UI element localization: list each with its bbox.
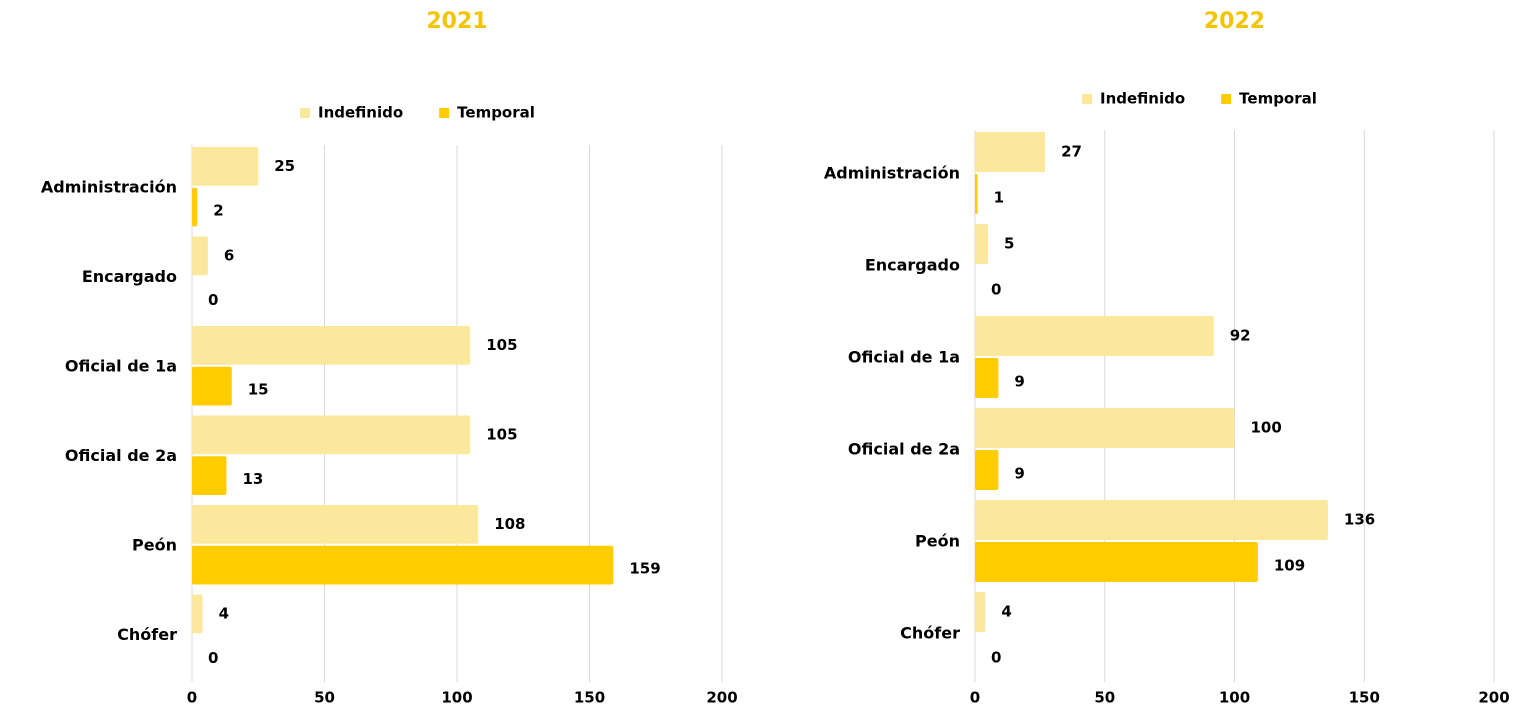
data-label: 4 xyxy=(1001,603,1011,621)
data-label: 0 xyxy=(991,649,1001,667)
x-tick-label: 50 xyxy=(1094,689,1115,707)
data-label: 0 xyxy=(991,281,1001,299)
bar xyxy=(192,594,203,634)
bar xyxy=(192,415,471,455)
bar xyxy=(975,542,1258,582)
legend-label: Temporal xyxy=(457,104,535,122)
category-label: Administración xyxy=(41,177,177,196)
x-tick-label: 0 xyxy=(187,689,197,707)
bar xyxy=(192,456,227,495)
data-label: 9 xyxy=(1014,465,1024,483)
bar xyxy=(975,316,1214,356)
bar xyxy=(975,174,978,214)
data-label: 4 xyxy=(219,604,229,622)
data-label: 108 xyxy=(494,515,525,533)
chart-title: 2021 xyxy=(426,9,487,34)
category-label: Oficial de 1a xyxy=(848,348,960,367)
category-label: Chófer xyxy=(900,624,960,643)
bar xyxy=(975,450,999,490)
x-tick-label: 0 xyxy=(970,689,980,707)
legend-swatch xyxy=(300,108,310,118)
data-label: 25 xyxy=(274,157,295,175)
data-label: 100 xyxy=(1251,419,1282,437)
x-tick-label: 200 xyxy=(706,689,737,707)
category-label: Peón xyxy=(132,535,177,554)
category-label: Peón xyxy=(915,532,960,551)
data-label: 2 xyxy=(213,202,223,220)
legend-swatch xyxy=(1221,94,1232,104)
category-label: Encargado xyxy=(865,256,960,275)
bar xyxy=(975,132,1046,172)
bar xyxy=(192,326,471,365)
data-label: 6 xyxy=(224,246,234,264)
bar xyxy=(975,592,986,632)
data-label: 27 xyxy=(1061,143,1082,161)
x-tick-label: 150 xyxy=(1349,689,1380,707)
bar xyxy=(192,147,259,186)
data-label: 0 xyxy=(208,649,218,667)
bar xyxy=(975,500,1328,540)
data-label: 15 xyxy=(248,381,269,399)
x-tick-label: 100 xyxy=(441,689,472,707)
legend-label: Temporal xyxy=(1239,90,1317,108)
data-label: 5 xyxy=(1004,235,1014,253)
category-label: Oficial de 2a xyxy=(65,446,177,465)
data-label: 9 xyxy=(1014,373,1024,391)
data-label: 109 xyxy=(1274,557,1305,575)
category-label: Chófer xyxy=(117,625,177,644)
data-label: 136 xyxy=(1344,511,1375,529)
bar xyxy=(975,224,988,264)
bar xyxy=(192,545,614,585)
data-label: 105 xyxy=(486,425,517,443)
legend-swatch xyxy=(1082,94,1092,104)
data-label: 92 xyxy=(1230,327,1251,345)
bar xyxy=(192,187,198,227)
category-label: Oficial de 1a xyxy=(65,356,177,375)
legend-swatch xyxy=(439,108,450,118)
legend-label: Indefinido xyxy=(1100,90,1185,108)
data-label: 159 xyxy=(629,560,660,578)
data-label: 13 xyxy=(242,470,263,488)
x-tick-label: 200 xyxy=(1478,689,1509,707)
category-label: Administración xyxy=(824,164,960,183)
category-label: Oficial de 2a xyxy=(848,440,960,459)
category-label: Encargado xyxy=(82,267,177,286)
legend-label: Indefinido xyxy=(318,104,403,122)
x-tick-label: 50 xyxy=(314,689,335,707)
bar xyxy=(192,505,479,544)
bar xyxy=(975,408,1235,448)
bar xyxy=(192,366,232,406)
chart-title: 2022 xyxy=(1204,9,1265,34)
bar xyxy=(975,358,999,398)
data-label: 0 xyxy=(208,291,218,309)
data-label: 1 xyxy=(994,189,1004,207)
x-tick-label: 100 xyxy=(1219,689,1250,707)
bar xyxy=(192,236,208,276)
x-tick-label: 150 xyxy=(574,689,605,707)
data-label: 105 xyxy=(486,336,517,354)
